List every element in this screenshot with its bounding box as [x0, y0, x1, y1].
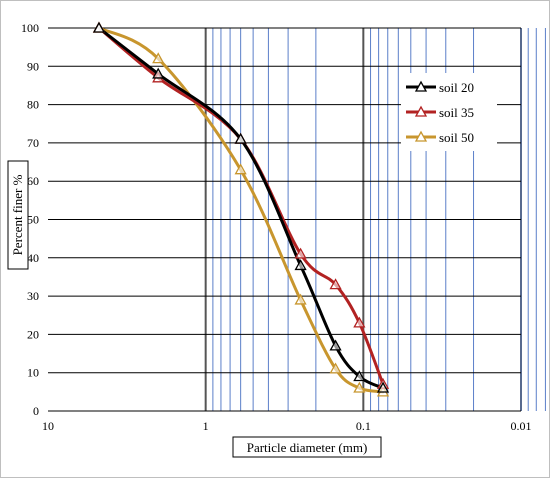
y-axis-title: Percent finer % [10, 174, 25, 255]
x-tick-label: 0.01 [511, 419, 532, 433]
y-tick-label: 50 [27, 213, 39, 227]
legend-marker [414, 105, 428, 117]
data-point-soil-20 [234, 132, 247, 144]
y-tick-label: 90 [27, 59, 39, 73]
x-tick-labels: 10 1 0.1 0.01 [42, 419, 532, 433]
legend-marker [414, 80, 428, 92]
data-point-soil-20 [329, 339, 342, 351]
y-tick-label: 60 [27, 174, 39, 188]
y-tick-labels: 0 10 20 30 40 50 60 70 80 90 100 [21, 21, 39, 418]
legend-marker [414, 130, 428, 142]
y-axis-title-box: Percent finer % [7, 160, 29, 270]
x-tick-label: 10 [42, 419, 54, 433]
data-point-soil-20 [92, 21, 106, 33]
x-axis-title: Particle diameter (mm) [247, 440, 368, 455]
x-tick-label: 0.1 [356, 419, 371, 433]
data-point-soil-20 [376, 381, 390, 393]
y-tick-label: 70 [27, 136, 39, 150]
data-point-soil-20 [353, 370, 366, 382]
y-tick-label: 20 [27, 327, 39, 341]
data-point-soil-50 [294, 293, 307, 305]
y-tick-label: 0 [33, 404, 39, 418]
legend-label: soil 50 [439, 130, 474, 145]
data-point-soil-50 [353, 381, 366, 393]
data-point-soil-50 [329, 362, 342, 374]
y-tick-label: 10 [27, 366, 39, 380]
data-point-soil-50 [234, 163, 247, 175]
legend-label: soil 20 [439, 80, 474, 95]
data-point-soil-50 [152, 52, 165, 64]
data-point-soil-35 [329, 278, 342, 290]
x-axis-title-box: Particle diameter (mm) [232, 436, 382, 458]
legend-label: soil 35 [439, 105, 474, 120]
data-point-soil-35 [353, 316, 366, 328]
legend: soil 20 soil 35 soil 50 [401, 73, 497, 151]
data-point-soil-35 [294, 247, 307, 259]
data-point-soil-20 [152, 67, 165, 79]
series-layer [92, 21, 390, 397]
y-tick-label: 30 [27, 289, 39, 303]
y-tick-label: 80 [27, 98, 39, 112]
x-tick-label: 1 [203, 419, 209, 433]
y-tick-label: 40 [27, 251, 39, 265]
data-point-soil-20 [294, 259, 307, 271]
y-tick-label: 100 [21, 21, 39, 35]
